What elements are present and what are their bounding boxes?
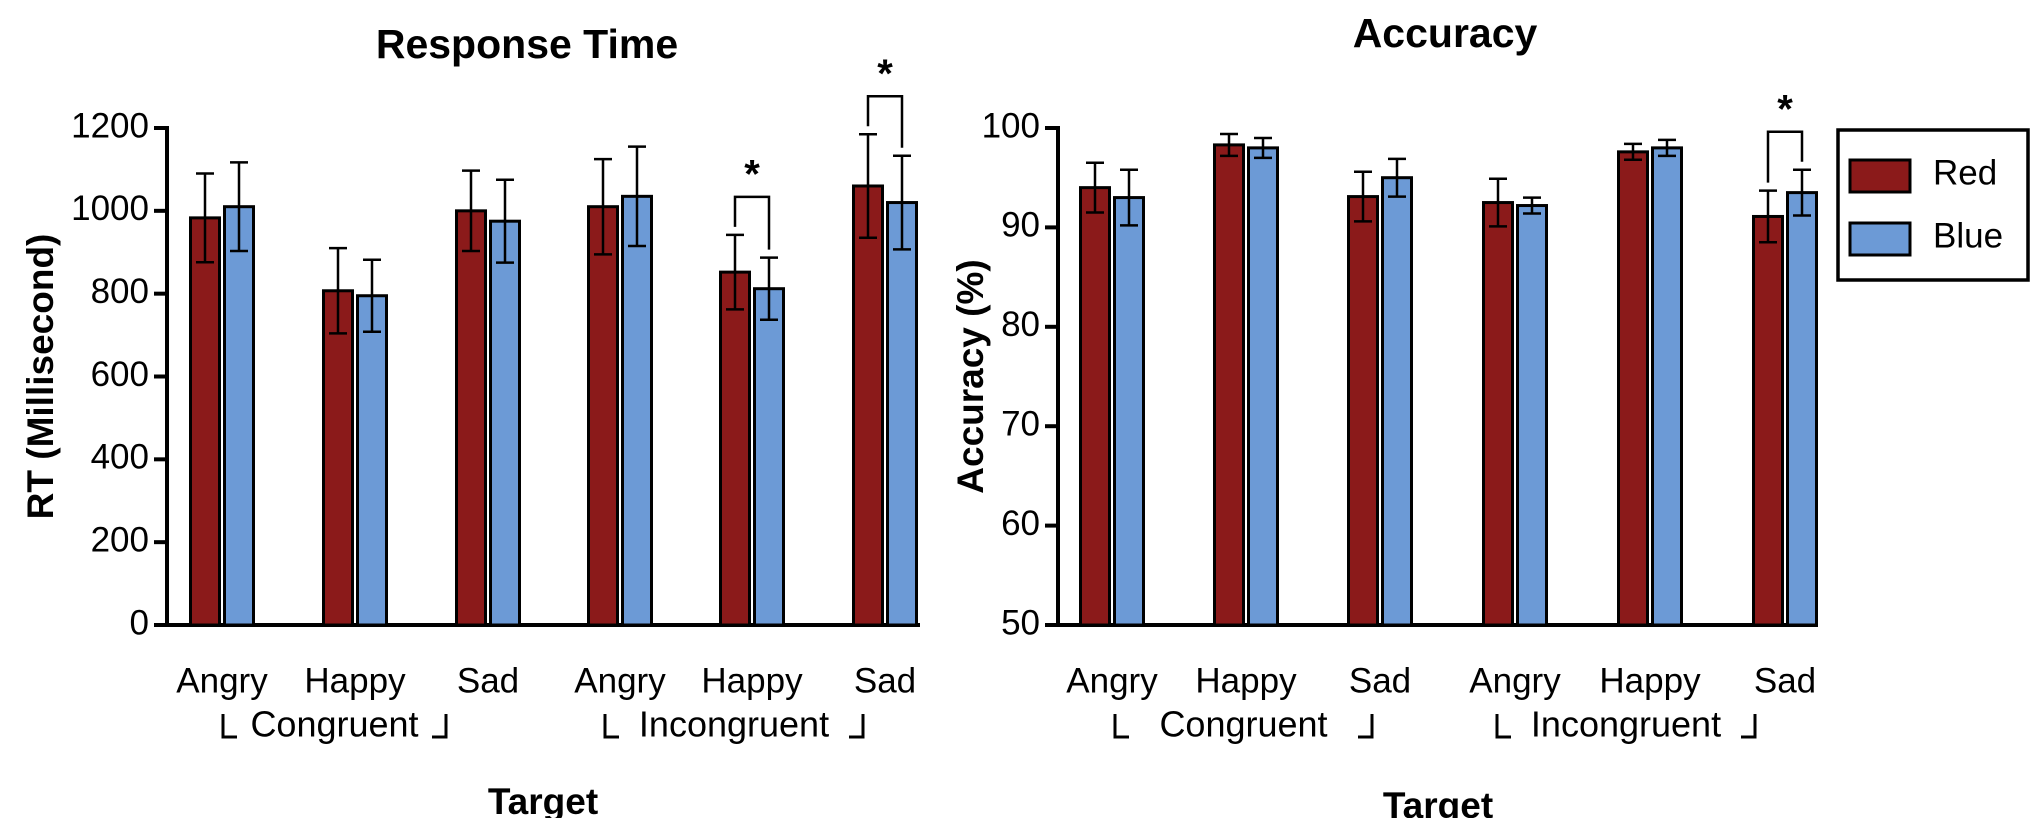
- x-tick-label: Angry: [176, 661, 268, 700]
- x-axis-label: Target: [488, 781, 598, 818]
- x-axis-label: Target: [1383, 785, 1493, 818]
- legend-swatch-blue: [1848, 221, 1912, 257]
- bar-red: [1347, 195, 1379, 627]
- bar-blue: [753, 287, 785, 627]
- accuracy-chart: Accuracy Accuracy (%) 50 60 70 80 90 100 Angry Ha…: [950, 10, 1818, 818]
- y-tick-label: 1200: [71, 106, 149, 145]
- bar-red: [455, 209, 487, 627]
- x-tick-label: Happy: [304, 661, 406, 700]
- bar-blue: [1247, 146, 1279, 627]
- x-tick-label: Angry: [1066, 661, 1158, 700]
- group-bracket-right: [849, 714, 865, 739]
- significance-bracket: [1766, 130, 1804, 183]
- bar-blue: [1113, 196, 1145, 627]
- group-label: Incongruent: [1531, 704, 1721, 745]
- x-tick-label: Angry: [574, 661, 666, 700]
- significance-star: *: [744, 152, 760, 196]
- bar-blue: [621, 194, 653, 627]
- significance-bracket: [733, 195, 771, 250]
- y-tick-label: 0: [130, 603, 149, 642]
- bar-red: [1079, 186, 1111, 627]
- chart-title: Response Time: [376, 21, 678, 67]
- group-label: Congruent: [1159, 704, 1327, 745]
- bar-red: [1617, 150, 1649, 627]
- bar-red: [852, 184, 884, 627]
- y-tick-label: 100: [982, 106, 1040, 145]
- y-tick-label: 800: [91, 272, 149, 311]
- x-tick-label: Happy: [1195, 661, 1297, 700]
- legend: Red Blue: [1836, 128, 2030, 282]
- x-tick-label: Sad: [1349, 661, 1411, 700]
- bar-blue: [1651, 146, 1683, 627]
- group-bracket-left: [221, 714, 237, 739]
- significance-star: *: [877, 52, 893, 96]
- y-tick-label: 1000: [71, 189, 149, 228]
- bar-red: [189, 216, 221, 627]
- y-tick-label: 400: [91, 438, 149, 477]
- legend-label-red: Red: [1933, 153, 1997, 192]
- group-bracket-left: [603, 714, 619, 739]
- bar-red: [719, 270, 751, 627]
- x-tick-label: Angry: [1469, 661, 1561, 700]
- x-tick-label: Sad: [854, 661, 916, 700]
- chart-title: Accuracy: [1353, 10, 1538, 56]
- legend-swatch-red: [1848, 158, 1912, 194]
- bar-red: [587, 205, 619, 627]
- y-tick-label: 600: [91, 355, 149, 394]
- bar-blue: [223, 205, 255, 627]
- y-axis-label: Accuracy (%): [950, 259, 991, 493]
- y-tick-label: 60: [1001, 504, 1040, 543]
- x-tick-label: Sad: [1754, 661, 1816, 700]
- bar-blue: [1516, 204, 1548, 627]
- group-label: Congruent: [250, 704, 418, 745]
- bar-red: [322, 289, 354, 627]
- y-tick-label: 80: [1001, 305, 1040, 344]
- y-tick-label: 90: [1001, 206, 1040, 245]
- group-bracket-left: [1495, 714, 1511, 739]
- x-tick-label: Sad: [457, 661, 519, 700]
- group-bracket-right: [1741, 714, 1757, 739]
- bar-red: [1213, 143, 1245, 627]
- y-tick-label: 200: [91, 520, 149, 559]
- group-label: Incongruent: [639, 704, 829, 745]
- bar-blue: [886, 201, 918, 627]
- bar-blue: [1786, 191, 1818, 627]
- bar-red: [1752, 214, 1784, 627]
- significance-bracket: [866, 94, 904, 148]
- group-bracket-right: [1358, 714, 1374, 739]
- legend-label-blue: Blue: [1933, 216, 2003, 255]
- group-bracket-right: [432, 714, 448, 739]
- y-tick-label: 70: [1001, 404, 1040, 443]
- bar-blue: [356, 294, 388, 627]
- x-tick-label: Happy: [701, 661, 803, 700]
- x-tick-label: Happy: [1599, 661, 1701, 700]
- y-tick-label: 50: [1001, 603, 1040, 642]
- y-axis-label: RT (Millisecond): [20, 234, 61, 520]
- bar-red: [1482, 201, 1514, 627]
- group-bracket-left: [1113, 714, 1129, 739]
- response-time-chart: Response Time RT (Millisecond) 0 200 400 600 8…: [20, 21, 920, 818]
- bar-blue: [1381, 176, 1413, 627]
- bar-blue: [489, 219, 521, 627]
- significance-star: *: [1777, 87, 1793, 131]
